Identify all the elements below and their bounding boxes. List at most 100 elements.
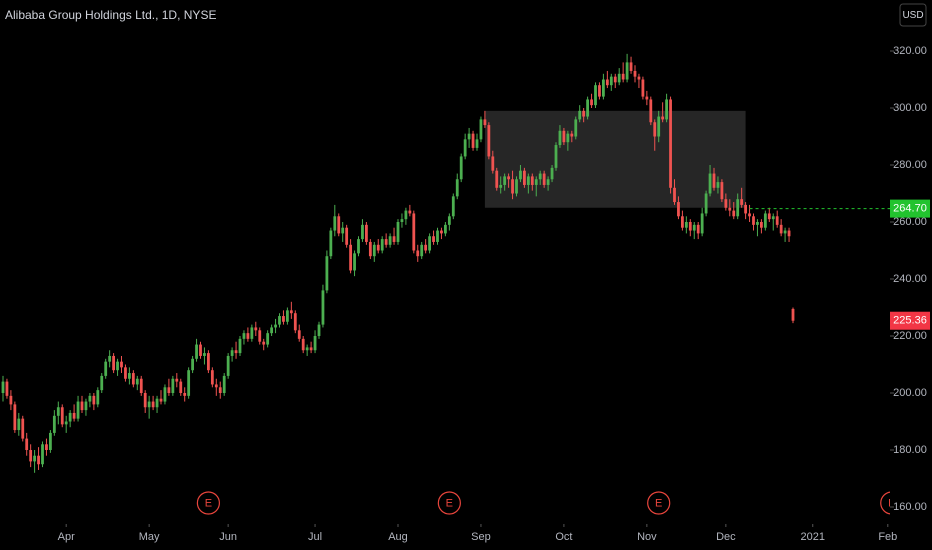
candle-body bbox=[357, 239, 360, 254]
candle-body bbox=[499, 184, 503, 188]
earnings-marker bbox=[196, 491, 220, 515]
candle-body bbox=[436, 230, 439, 242]
candle-body bbox=[45, 444, 48, 450]
candle-body bbox=[372, 244, 376, 257]
earnings-marker bbox=[437, 491, 461, 515]
earnings-label: E bbox=[446, 497, 453, 509]
candle-body bbox=[681, 216, 684, 228]
candle-body bbox=[293, 313, 297, 331]
candle-body bbox=[570, 133, 574, 137]
candle-body bbox=[29, 450, 33, 462]
candle-body bbox=[254, 327, 258, 331]
candle-body bbox=[657, 116, 661, 137]
earnings-marker bbox=[647, 491, 671, 515]
candle-body bbox=[305, 347, 309, 351]
candle-body bbox=[258, 330, 262, 342]
candle-body bbox=[677, 202, 680, 217]
candle-body bbox=[376, 244, 380, 251]
candle-body bbox=[609, 76, 613, 86]
y-tick-label: 240.00 bbox=[893, 273, 927, 285]
candle-body bbox=[483, 119, 487, 126]
candle-body bbox=[748, 213, 751, 217]
candle-body bbox=[278, 316, 281, 325]
candle-body bbox=[736, 199, 740, 217]
candle-body bbox=[266, 333, 270, 345]
currency[interactable]: USD bbox=[902, 10, 923, 21]
candle-body bbox=[546, 179, 550, 185]
candle-body bbox=[692, 224, 696, 231]
x-tick-label: Apr bbox=[58, 531, 75, 543]
candle-body bbox=[214, 384, 218, 388]
candle-body bbox=[84, 401, 88, 411]
candle-body bbox=[120, 361, 123, 368]
candle-body bbox=[594, 85, 597, 106]
candle-body bbox=[135, 378, 139, 385]
candle-body bbox=[289, 310, 293, 314]
candle-body bbox=[104, 361, 108, 376]
candle-body bbox=[88, 395, 92, 402]
candle-body bbox=[708, 173, 712, 194]
candle-body bbox=[752, 216, 755, 225]
candle-body bbox=[400, 219, 404, 222]
candle-body bbox=[171, 378, 175, 393]
earnings-label: E bbox=[205, 497, 212, 509]
candle-body bbox=[538, 173, 542, 180]
x-tick-label: Nov bbox=[637, 531, 657, 543]
candle-body bbox=[250, 327, 254, 339]
candle-body bbox=[511, 179, 514, 194]
candle-body bbox=[13, 404, 17, 431]
candle-body bbox=[155, 398, 159, 408]
candle-body bbox=[629, 62, 633, 71]
candle-body bbox=[475, 139, 479, 148]
candle-body bbox=[598, 85, 601, 97]
candle-body bbox=[49, 432, 52, 450]
earnings-label: E bbox=[655, 497, 662, 509]
last-price-label: 225.36 bbox=[893, 315, 927, 327]
candle-body bbox=[349, 244, 352, 271]
candle-body bbox=[519, 170, 522, 180]
candle-body bbox=[151, 401, 155, 408]
candle-body bbox=[787, 230, 791, 237]
candle-body bbox=[704, 193, 708, 214]
candle-body bbox=[368, 241, 372, 257]
candle-body bbox=[353, 253, 356, 271]
x-tick-label: May bbox=[139, 531, 160, 543]
candle-body bbox=[37, 455, 40, 465]
candle-body bbox=[116, 361, 119, 371]
candle-body bbox=[487, 125, 491, 157]
candle-body bbox=[613, 76, 617, 83]
candle-body bbox=[282, 316, 285, 322]
candle-body bbox=[159, 398, 163, 402]
candle-body bbox=[712, 173, 716, 188]
candle-body bbox=[637, 76, 641, 80]
candle-body bbox=[17, 418, 21, 431]
candle-body bbox=[451, 196, 455, 217]
candle-body bbox=[503, 176, 507, 185]
candle-body bbox=[163, 387, 167, 402]
candle-body bbox=[76, 401, 80, 419]
candle-body bbox=[562, 130, 566, 143]
candle-body bbox=[380, 239, 384, 251]
candle-body bbox=[297, 330, 301, 339]
candle-body bbox=[775, 216, 779, 225]
chart-title: Alibaba Group Holdings Ltd., 1D, NYSE bbox=[5, 8, 216, 22]
candle-body bbox=[309, 347, 313, 351]
candle-body bbox=[361, 224, 364, 240]
candle-body bbox=[542, 173, 546, 185]
candle-body bbox=[388, 236, 392, 245]
candle-body bbox=[147, 401, 151, 408]
candle-body bbox=[226, 355, 230, 376]
candle-body bbox=[669, 99, 672, 188]
candle-body bbox=[274, 324, 277, 328]
currency-button[interactable] bbox=[899, 3, 927, 27]
candle-body bbox=[767, 213, 771, 220]
candle-body bbox=[187, 370, 191, 396]
candle-body bbox=[68, 412, 72, 422]
y-tick-label: 160.00 bbox=[893, 501, 927, 513]
candle-body bbox=[684, 222, 688, 228]
candle-body bbox=[80, 401, 84, 411]
candle-body bbox=[760, 222, 763, 228]
earnings-label: E bbox=[888, 497, 895, 509]
candle-body bbox=[467, 133, 471, 140]
